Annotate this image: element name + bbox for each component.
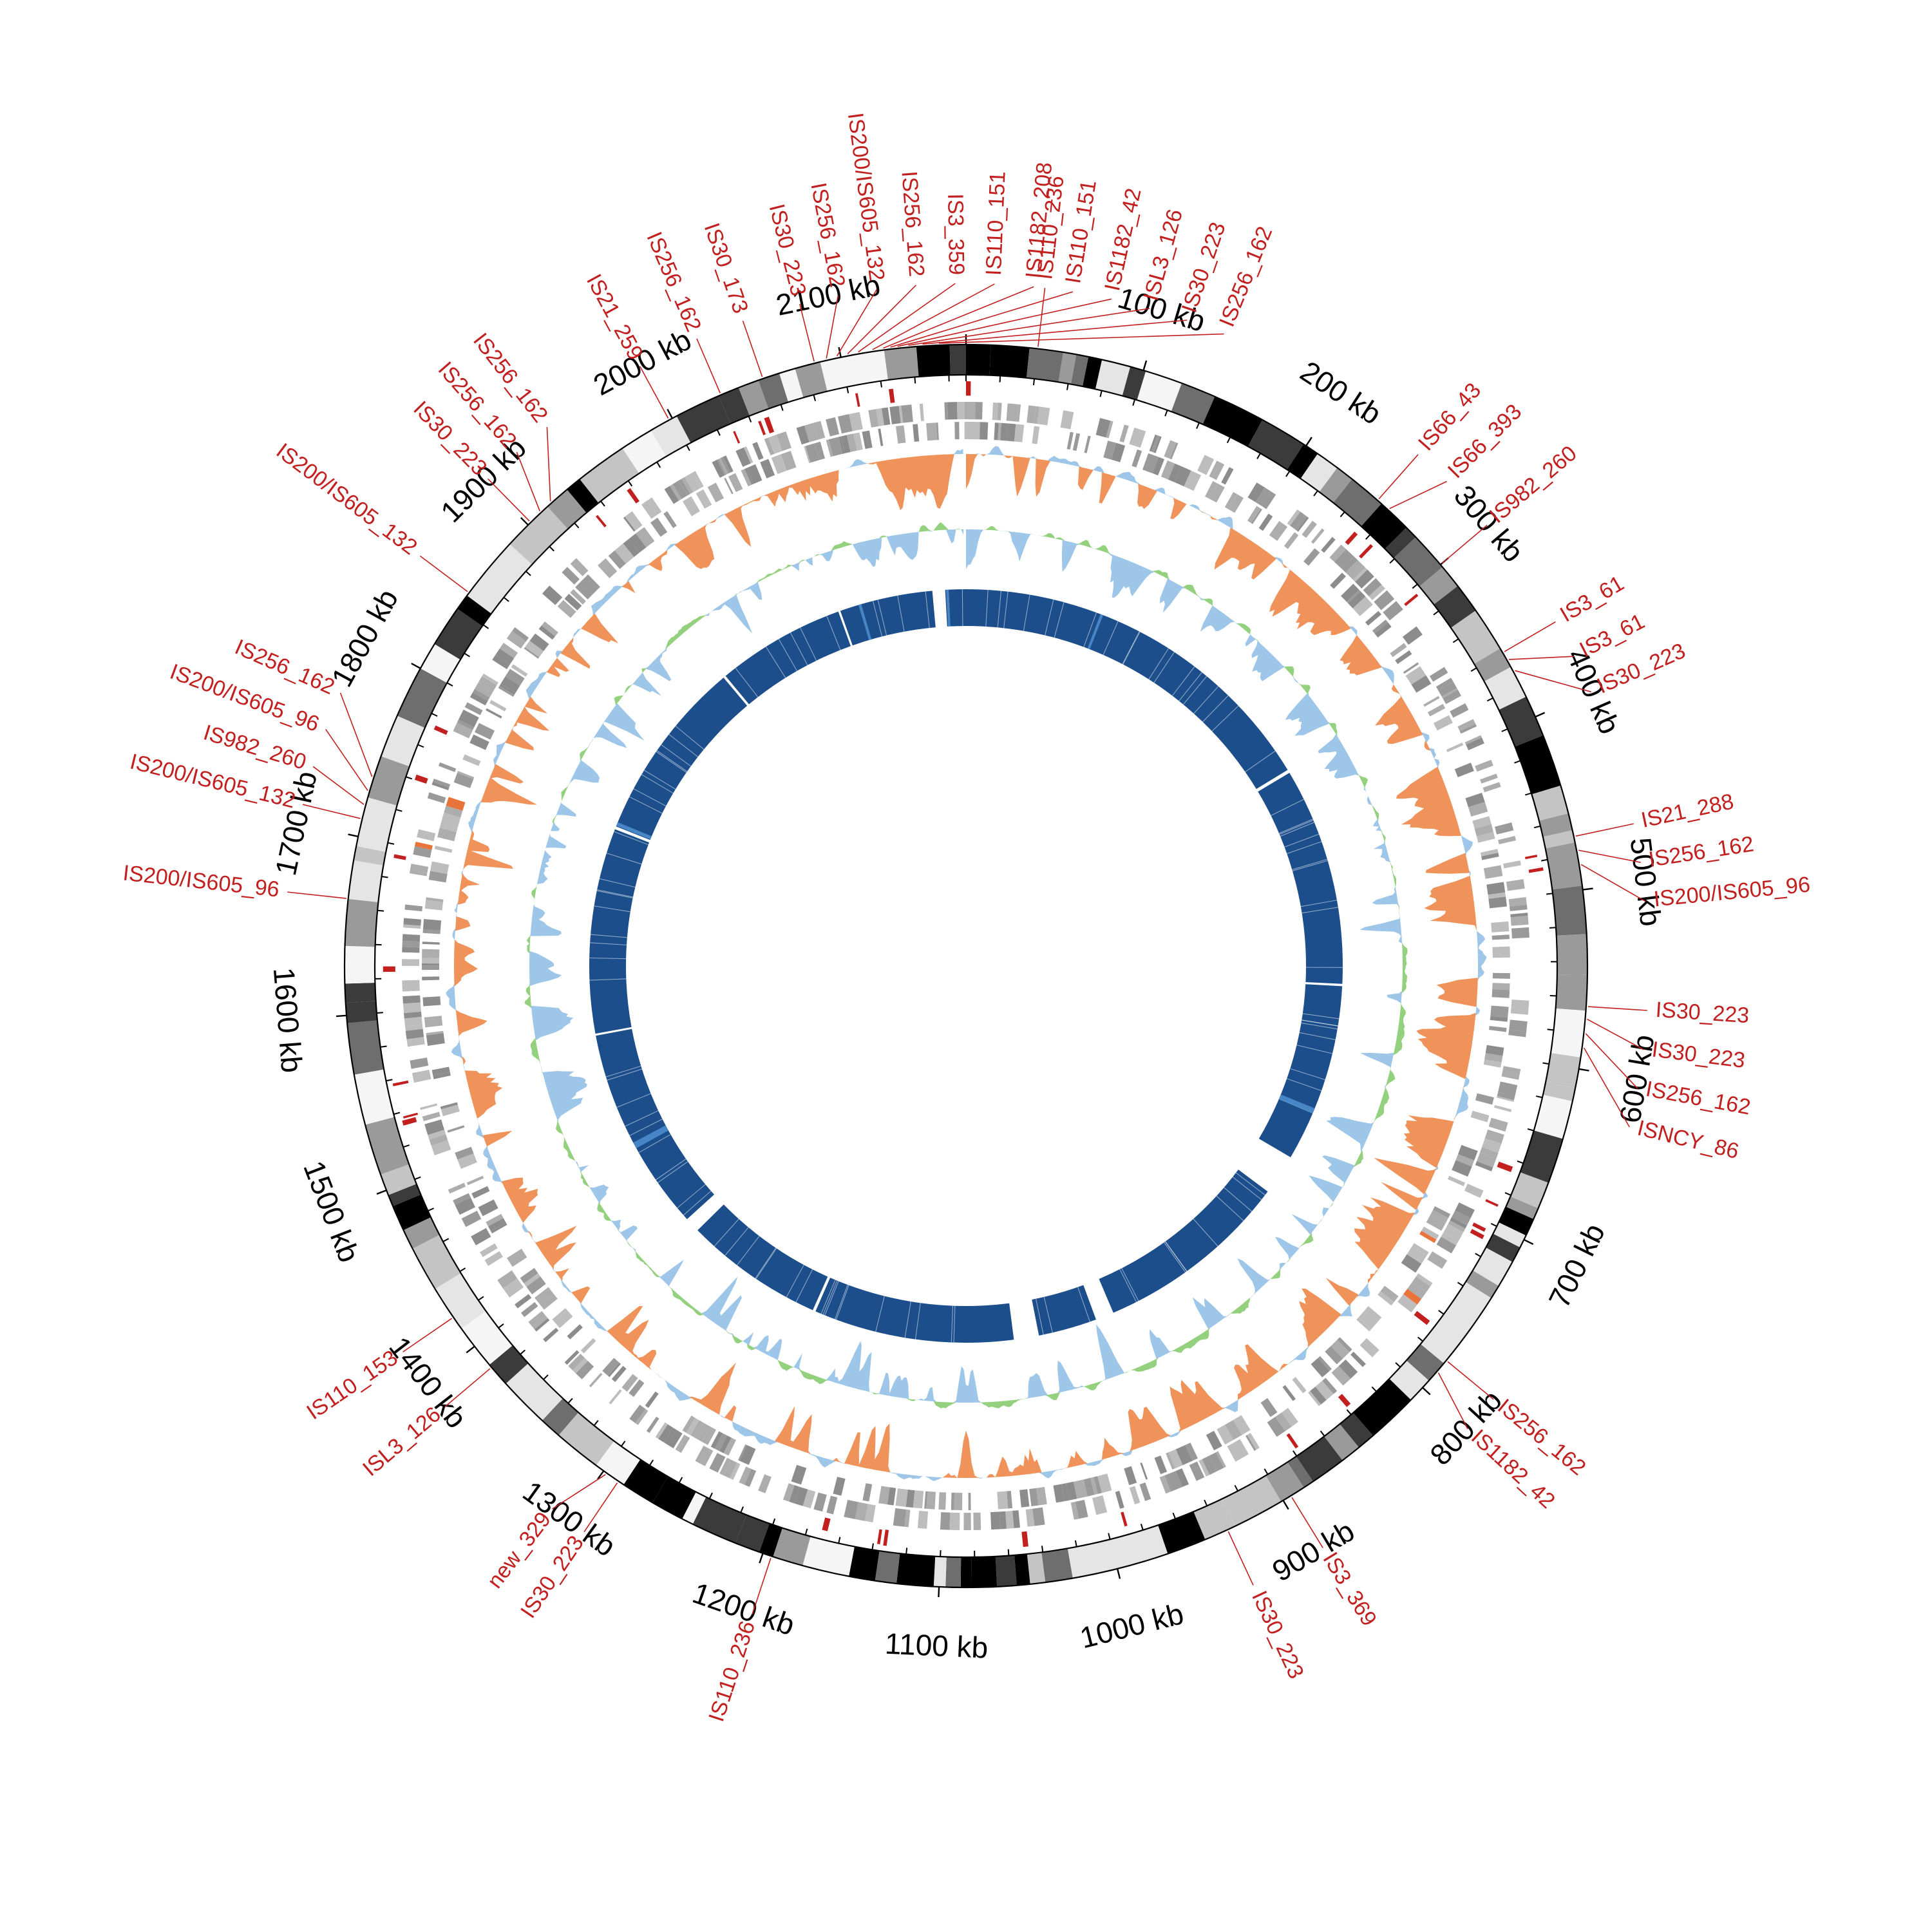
svg-text:IS3_359: IS3_359 bbox=[943, 193, 969, 275]
svg-text:IS110_151: IS110_151 bbox=[981, 171, 1010, 276]
svg-text:1100 kb: 1100 kb bbox=[884, 1627, 989, 1665]
